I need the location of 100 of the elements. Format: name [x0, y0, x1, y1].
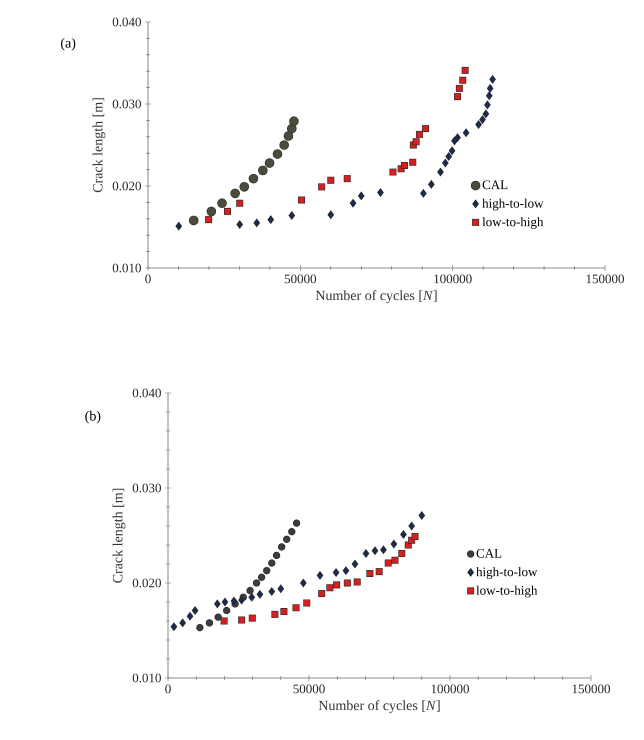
- legend-label: high-to-low: [476, 567, 538, 579]
- point: [390, 540, 398, 548]
- point: [230, 596, 238, 606]
- point: [236, 220, 244, 229]
- x-tick-label: 150000: [586, 274, 624, 284]
- point: [316, 571, 324, 580]
- point: [409, 158, 416, 166]
- y-tick-label: 0.010: [132, 674, 161, 682]
- point: [318, 590, 326, 597]
- y-tick-label: 0.040: [112, 18, 141, 26]
- point: [248, 592, 256, 602]
- point: [377, 188, 384, 197]
- point: [278, 543, 286, 551]
- point: [217, 198, 227, 208]
- point: [420, 189, 427, 198]
- point: [327, 176, 334, 184]
- point: [170, 622, 178, 631]
- point: [445, 152, 452, 161]
- point: [230, 188, 240, 198]
- point: [214, 600, 221, 608]
- point: [303, 599, 310, 606]
- point: [372, 546, 378, 555]
- point: [263, 566, 270, 574]
- point: [292, 519, 300, 527]
- point: [272, 552, 280, 560]
- point: [408, 522, 415, 530]
- point: [486, 92, 493, 100]
- point: [188, 216, 198, 226]
- point: [279, 140, 289, 150]
- x-tick-label: 100000: [432, 684, 470, 694]
- y-tick-label: 0.030: [112, 100, 141, 108]
- point: [416, 130, 423, 138]
- point: [422, 125, 430, 132]
- legend-label: CAL: [476, 548, 502, 558]
- point: [289, 116, 299, 126]
- point: [376, 568, 383, 576]
- x-tick-label: 0: [165, 684, 171, 694]
- point: [222, 606, 230, 614]
- point: [462, 66, 469, 74]
- point: [179, 618, 186, 628]
- y-tick-label: 0.010: [112, 264, 141, 272]
- x-tick-label: 150000: [572, 684, 610, 694]
- point: [253, 218, 260, 228]
- x-axis-title: Number of cycles [N]: [316, 290, 437, 304]
- point: [442, 158, 449, 168]
- point: [401, 162, 408, 169]
- x-axis-title: Number of cycles [N]: [318, 700, 440, 714]
- point: [238, 616, 246, 624]
- legend-label: low-to-high: [476, 586, 538, 598]
- point: [344, 579, 351, 586]
- point: [248, 174, 258, 184]
- point: [267, 215, 274, 224]
- point: [206, 619, 214, 627]
- point: [354, 578, 361, 586]
- point: [205, 216, 212, 224]
- point: [350, 198, 356, 208]
- point: [489, 75, 496, 84]
- point: [192, 606, 198, 615]
- point: [268, 587, 276, 596]
- point: [482, 110, 490, 118]
- point: [454, 133, 461, 142]
- point: [272, 149, 282, 159]
- point: [333, 581, 340, 588]
- text: (b): [85, 410, 100, 424]
- point: [384, 560, 392, 567]
- point: [398, 550, 406, 558]
- y-tick-label: 0.020: [112, 182, 141, 190]
- point: [288, 528, 296, 536]
- point: [352, 560, 358, 568]
- x-tick-label: 50000: [284, 274, 316, 284]
- point: [246, 586, 254, 594]
- point: [459, 76, 466, 84]
- point: [456, 84, 463, 92]
- point: [462, 128, 470, 137]
- point: [392, 556, 399, 564]
- point: [380, 545, 387, 554]
- point: [484, 100, 491, 110]
- point: [238, 596, 245, 604]
- point: [327, 210, 334, 219]
- legend-label: high-to-low: [482, 198, 544, 210]
- point: [258, 166, 268, 176]
- y-axis-title: Crack length [m]: [92, 98, 106, 192]
- point: [418, 511, 426, 520]
- point: [292, 604, 300, 612]
- point: [362, 549, 370, 558]
- point: [318, 183, 326, 190]
- y-tick-label: 0.040: [132, 388, 161, 398]
- y-axis-title: Crack length [m]: [112, 488, 126, 583]
- point: [278, 584, 284, 593]
- point: [326, 584, 334, 592]
- point: [486, 84, 494, 93]
- point: [358, 192, 365, 200]
- point: [206, 206, 216, 216]
- point: [236, 200, 244, 207]
- point: [389, 168, 396, 176]
- legend-label: CAL: [482, 180, 508, 190]
- point: [248, 614, 256, 622]
- point: [252, 579, 260, 587]
- point: [342, 566, 350, 575]
- point: [437, 168, 444, 176]
